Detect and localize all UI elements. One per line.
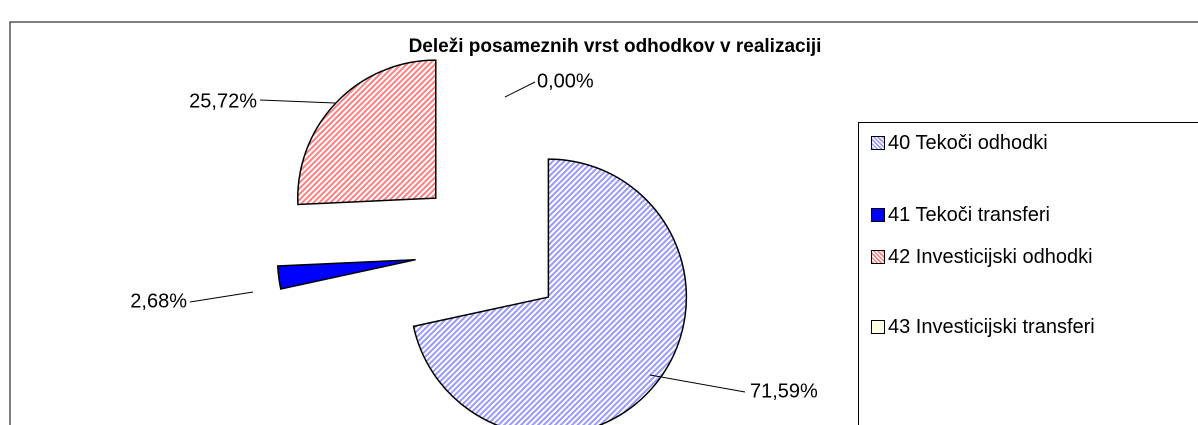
legend: 40 Tekoči odhodki 41 Tekoči transferi 42 I… bbox=[858, 122, 1198, 425]
leader-line bbox=[504, 81, 536, 98]
chart-title: Deleži posameznih vrst odhodkov v realiz… bbox=[409, 36, 822, 57]
legend-label: 40 Tekoči odhodki bbox=[888, 132, 1048, 154]
data-label: 2,68% bbox=[130, 290, 187, 312]
data-label: 71,59% bbox=[750, 380, 818, 402]
legend-entry: 42 Investicijski odhodki bbox=[871, 245, 1093, 269]
data-label: 25,72% bbox=[189, 90, 257, 112]
legend-swatch bbox=[871, 136, 885, 150]
leader-line bbox=[649, 374, 746, 393]
legend-label: 41 Tekoči transferi bbox=[888, 204, 1050, 226]
legend-entry: 43 Investicijski transferi bbox=[871, 315, 1101, 339]
legend-label: 42 Investicijski odhodki bbox=[888, 246, 1093, 268]
pie-slice bbox=[276, 258, 416, 290]
legend-label: 43 Investicijski transferi bbox=[888, 316, 1095, 338]
legend-swatch bbox=[871, 250, 885, 264]
legend-swatch bbox=[871, 320, 885, 334]
pie-slice bbox=[412, 158, 688, 425]
pie-slice bbox=[297, 59, 437, 206]
data-label: 0,00% bbox=[537, 70, 594, 92]
legend-swatch bbox=[871, 208, 885, 222]
legend-entry: 41 Tekoči transferi bbox=[871, 203, 1050, 227]
legend-entry: 40 Tekoči odhodki bbox=[871, 131, 1048, 155]
leader-line bbox=[259, 99, 336, 104]
leader-line bbox=[189, 291, 254, 303]
